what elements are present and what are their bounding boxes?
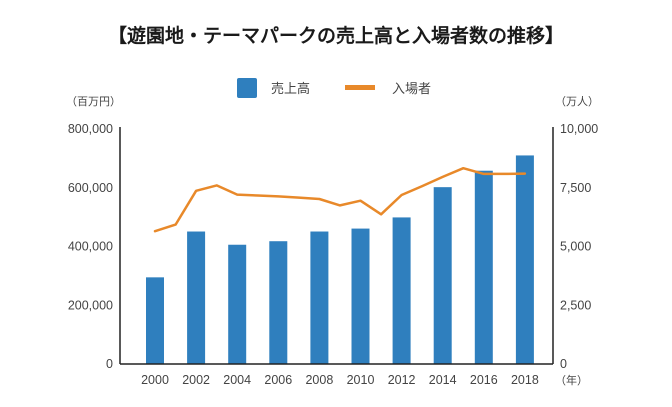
x-tick-label: 2006 [264,373,292,387]
bar [269,241,288,364]
x-tick-label: 2012 [388,373,416,387]
bar [433,187,452,364]
x-tick-label: 2004 [223,373,251,387]
line-point [441,176,444,178]
bar [392,217,411,364]
x-tick-label: 2000 [141,373,169,387]
left-tick-label: 600,000 [68,181,113,195]
x-tick-label: 2016 [470,373,498,387]
x-tick-label: 2018 [511,373,539,387]
line-point [380,213,382,216]
right-tick-label: 5,000 [560,240,591,254]
line-point [174,223,177,226]
x-tick-label: 2002 [182,373,210,387]
line-point [359,199,362,202]
legend-label-sales: 売上高 [271,81,310,97]
bar [474,170,493,364]
bar [351,228,370,364]
left-tick-label: 200,000 [68,298,113,312]
line-point [462,167,465,170]
x-tick-label: 2008 [305,373,333,387]
line-point [524,172,526,175]
left-tick-label: 800,000 [68,122,113,136]
line-point [400,194,403,196]
legend-swatch-sales [237,78,257,98]
right-tick-label: 10,000 [560,122,598,136]
left-tick-label: 0 [106,357,113,371]
left-tick-label: 400,000 [68,240,113,254]
legend-swatch-visitors [345,85,375,90]
right-tick-label: 0 [560,357,567,371]
left-axis-unit: （百万円） [66,95,121,108]
bar-series-sales [146,155,534,364]
line-point [195,190,197,192]
right-tick-label: 2,500 [560,298,591,312]
bar [515,155,534,364]
line-point [339,204,341,207]
bar [146,277,164,364]
right-axis-unit: （万人） [555,95,599,108]
line-path [153,166,527,233]
bar [187,231,206,364]
chart-title: 【遊園地・テーマパークの売上高と入場者数の推移】 [108,24,564,47]
line-point [154,230,156,233]
line-point [298,196,300,199]
line-point [318,198,321,200]
x-tick-label: 2014 [429,373,457,387]
x-axis-ticks: 2000 2002 2004 2006 2008 2010 2012 2014 2016 2018 [141,373,539,387]
right-axis-ticks: 0 2,500 5,000 7,500 10,000 [560,122,598,371]
right-tick-label: 7,500 [560,181,591,195]
legend-label-visitors: 入場者 [392,82,431,97]
line-series-visitors [153,166,527,233]
bar [228,244,247,364]
line-point [483,173,485,175]
x-axis-unit: （年） [555,373,588,387]
line-point [236,193,238,196]
line-point [503,173,506,175]
x-tick-label: 2010 [347,373,375,387]
line-point [256,194,259,197]
line-point [421,185,423,187]
legend: 売上高 入場者 [237,78,431,98]
bar [310,231,329,364]
line-point [277,195,280,198]
line-point [215,184,218,187]
left-axis-ticks: 0 200,000 400,000 600,000 800,000 [68,122,113,371]
